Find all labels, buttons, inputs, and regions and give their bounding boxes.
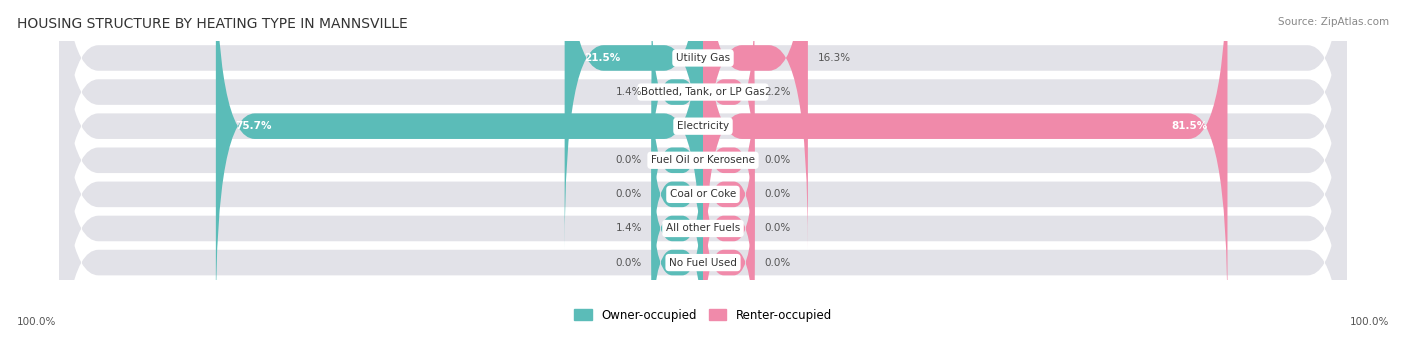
FancyBboxPatch shape bbox=[565, 0, 703, 250]
Text: No Fuel Used: No Fuel Used bbox=[669, 257, 737, 268]
FancyBboxPatch shape bbox=[703, 99, 755, 290]
FancyBboxPatch shape bbox=[703, 0, 808, 250]
Text: 0.0%: 0.0% bbox=[765, 155, 790, 165]
Text: 1.4%: 1.4% bbox=[616, 223, 641, 234]
Text: HOUSING STRUCTURE BY HEATING TYPE IN MANNSVILLE: HOUSING STRUCTURE BY HEATING TYPE IN MAN… bbox=[17, 17, 408, 31]
FancyBboxPatch shape bbox=[59, 3, 1347, 341]
Text: 100.0%: 100.0% bbox=[17, 317, 56, 327]
Text: 81.5%: 81.5% bbox=[1171, 121, 1208, 131]
Text: 21.5%: 21.5% bbox=[583, 53, 620, 63]
FancyBboxPatch shape bbox=[651, 64, 703, 256]
FancyBboxPatch shape bbox=[59, 37, 1347, 341]
FancyBboxPatch shape bbox=[59, 0, 1347, 341]
FancyBboxPatch shape bbox=[703, 0, 755, 188]
FancyBboxPatch shape bbox=[59, 0, 1347, 284]
Text: 0.0%: 0.0% bbox=[616, 189, 641, 199]
Text: Source: ZipAtlas.com: Source: ZipAtlas.com bbox=[1278, 17, 1389, 27]
FancyBboxPatch shape bbox=[59, 0, 1347, 250]
FancyBboxPatch shape bbox=[651, 0, 703, 188]
FancyBboxPatch shape bbox=[59, 71, 1347, 341]
Text: Fuel Oil or Kerosene: Fuel Oil or Kerosene bbox=[651, 155, 755, 165]
Text: 0.0%: 0.0% bbox=[765, 223, 790, 234]
FancyBboxPatch shape bbox=[651, 99, 703, 290]
Text: 1.4%: 1.4% bbox=[616, 87, 641, 97]
FancyBboxPatch shape bbox=[703, 0, 1227, 318]
FancyBboxPatch shape bbox=[59, 0, 1347, 318]
Text: 16.3%: 16.3% bbox=[818, 53, 851, 63]
FancyBboxPatch shape bbox=[651, 167, 703, 341]
Text: 0.0%: 0.0% bbox=[765, 257, 790, 268]
Legend: Owner-occupied, Renter-occupied: Owner-occupied, Renter-occupied bbox=[569, 304, 837, 326]
Text: Bottled, Tank, or LP Gas: Bottled, Tank, or LP Gas bbox=[641, 87, 765, 97]
Text: All other Fuels: All other Fuels bbox=[666, 223, 740, 234]
Text: 2.2%: 2.2% bbox=[765, 87, 790, 97]
Text: Electricity: Electricity bbox=[676, 121, 730, 131]
FancyBboxPatch shape bbox=[703, 64, 755, 256]
Text: 0.0%: 0.0% bbox=[765, 189, 790, 199]
Text: 100.0%: 100.0% bbox=[1350, 317, 1389, 327]
FancyBboxPatch shape bbox=[217, 0, 703, 318]
FancyBboxPatch shape bbox=[703, 167, 755, 341]
Text: 75.7%: 75.7% bbox=[235, 121, 271, 131]
FancyBboxPatch shape bbox=[651, 133, 703, 324]
Text: 0.0%: 0.0% bbox=[616, 155, 641, 165]
FancyBboxPatch shape bbox=[703, 133, 755, 324]
Text: Utility Gas: Utility Gas bbox=[676, 53, 730, 63]
Text: 0.0%: 0.0% bbox=[616, 257, 641, 268]
Text: Coal or Coke: Coal or Coke bbox=[669, 189, 737, 199]
